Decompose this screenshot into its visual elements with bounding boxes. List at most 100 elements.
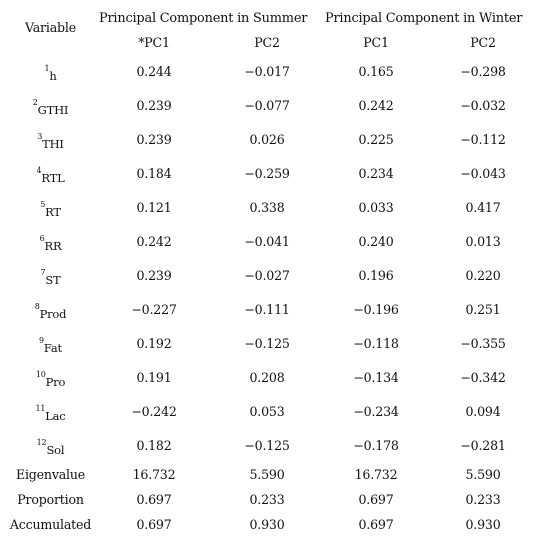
summer-pc2-cell: 0.053	[249, 403, 285, 419]
summer-pc2-cell: −0.111	[244, 301, 290, 317]
variable-footnote: 4	[36, 165, 42, 175]
variable-footnote: 9	[39, 335, 44, 345]
winter-pc2-cell: −0.298	[460, 63, 506, 79]
table-body: 1h 0.244 −0.017 0.165 −0.298 2GTHI 0.239 −0.077…	[4, 54, 537, 462]
variable-footnote: 3	[37, 131, 43, 141]
summer-pc1-cell: −0.242	[131, 403, 177, 419]
variable-name: h	[49, 68, 57, 83]
summer-pc1-cell: 16.732	[132, 467, 176, 482]
summer-pc2-cell: −0.027	[244, 267, 290, 283]
summary-row: Accumulated 0.697 0.930 0.697 0.930	[4, 512, 537, 537]
variable-cell: 9Fat	[4, 326, 97, 360]
winter-pc2-cell: −0.355	[460, 335, 506, 351]
table-row: 2GTHI 0.239 −0.077 0.242 −0.032	[4, 88, 537, 122]
variable-name: Prod	[39, 306, 67, 321]
table-row: 1h 0.244 −0.017 0.165 −0.298	[4, 54, 537, 88]
table-row: 10Pro 0.191 0.208 −0.134 −0.342	[4, 360, 537, 394]
summer-pc1-cell: 0.192	[136, 335, 172, 351]
winter-pc1-cell: −0.118	[353, 335, 399, 351]
variable-footnote: 12	[36, 437, 47, 447]
summer-pc1-header: *PC1	[138, 34, 170, 50]
summary-row: Proportion 0.697 0.233 0.697 0.233	[4, 487, 537, 512]
variable-cell: 11Lac	[4, 394, 97, 428]
winter-pc2-cell: 5.590	[465, 467, 501, 482]
summary-label: Proportion	[17, 492, 84, 507]
summer-pc2-cell: 0.338	[249, 199, 285, 215]
winter-pc1-cell: 0.033	[358, 199, 394, 215]
table-row: 5RT 0.121 0.338 0.033 0.417	[4, 190, 537, 224]
summary-label: Accumulated	[9, 517, 92, 532]
variable-cell: 5RT	[4, 190, 97, 224]
summer-pc2-cell: 0.930	[249, 517, 285, 532]
variable-footnote: 5	[40, 199, 46, 209]
summer-pc2-cell: −0.041	[244, 233, 290, 249]
winter-pc1-cell: 0.165	[358, 63, 394, 79]
winter-pc2-cell: 0.233	[465, 492, 501, 507]
winter-pc1-cell: 0.697	[358, 517, 394, 532]
winter-pc1-cell: 0.225	[358, 131, 394, 147]
table-container: Variable Principal Component in Summer P…	[10, 11, 523, 533]
winter-pc2-cell: −0.281	[460, 437, 506, 453]
table-row: 11Lac −0.242 0.053 −0.234 0.094	[4, 394, 537, 428]
winter-pc1-cell: 0.697	[358, 492, 394, 507]
winter-pc2-cell: −0.342	[460, 369, 506, 385]
variable-footnote: 2	[32, 97, 38, 107]
summer-pc2-cell: −0.017	[244, 63, 290, 79]
variable-cell: 1h	[4, 54, 97, 88]
table-row: 4RTL 0.184 −0.259 0.234 −0.043	[4, 156, 537, 190]
variable-name: Fat	[43, 340, 62, 355]
summer-pc1-cell: 0.191	[136, 369, 172, 385]
winter-pc2-cell: 0.930	[465, 517, 501, 532]
winter-pc2-header: PC2	[470, 34, 496, 50]
winter-pc1-cell: −0.134	[353, 369, 399, 385]
summer-group-header: Principal Component in Summer	[99, 10, 308, 26]
summer-pc2-cell: 0.233	[249, 492, 285, 507]
table-row: 7ST 0.239 −0.027 0.196 0.220	[4, 258, 537, 292]
summer-pc2-cell: 0.026	[249, 131, 285, 147]
table-row: 3THI 0.239 0.026 0.225 −0.112	[4, 122, 537, 156]
winter-pc1-cell: 0.242	[358, 97, 394, 113]
variable-name: Sol	[46, 442, 65, 457]
winter-group-header: Principal Component in Winter	[325, 10, 523, 26]
summer-pc1-cell: −0.227	[131, 301, 177, 317]
summer-pc2-cell: −0.259	[244, 165, 290, 181]
table-row: 6RR 0.242 −0.041 0.240 0.013	[4, 224, 537, 258]
summer-pc1-cell: 0.184	[136, 165, 172, 181]
variable-cell: 6RR	[4, 224, 97, 258]
variable-footnote: 7	[40, 267, 46, 277]
variable-name: RR	[44, 238, 62, 253]
variable-cell: 10Pro	[4, 360, 97, 394]
variable-cell: 2GTHI	[4, 88, 97, 122]
variable-name: RTL	[41, 170, 65, 185]
table-row: 9Fat 0.192 −0.125 −0.118 −0.355	[4, 326, 537, 360]
summer-pc1-cell: 0.239	[136, 131, 172, 147]
winter-pc1-cell: 0.234	[358, 165, 394, 181]
winter-pc2-cell: −0.112	[460, 131, 506, 147]
table-row: 8Prod −0.227 −0.111 −0.196 0.251	[4, 292, 537, 326]
winter-pc2-cell: −0.032	[460, 97, 506, 113]
table-row: 12Sol 0.182 −0.125 −0.178 −0.281	[4, 428, 537, 462]
winter-pc1-cell: −0.196	[353, 301, 399, 317]
winter-pc2-cell: 0.220	[465, 267, 501, 283]
variable-cell: 12Sol	[4, 428, 97, 462]
variable-name: RT	[45, 204, 61, 219]
winter-pc1-cell: −0.178	[353, 437, 399, 453]
summer-pc1-cell: 0.242	[136, 233, 172, 249]
summer-pc1-cell: 0.239	[136, 267, 172, 283]
pca-table: Variable Principal Component in Summer P…	[4, 6, 537, 537]
summer-pc1-cell: 0.239	[136, 97, 172, 113]
variable-cell: 4RTL	[4, 156, 97, 190]
winter-pc2-cell: 0.251	[465, 301, 501, 317]
variable-footnote: 10	[35, 369, 46, 379]
winter-pc1-cell: 16.732	[354, 467, 398, 482]
variable-name: GTHI	[37, 102, 69, 117]
winter-pc1-header: PC1	[363, 34, 389, 50]
variable-cell: 8Prod	[4, 292, 97, 326]
winter-pc2-cell: 0.417	[465, 199, 501, 215]
summer-pc1-cell: 0.697	[136, 492, 172, 507]
summary-row: Eigenvalue 16.732 5.590 16.732 5.590	[4, 462, 537, 487]
variable-footnote: 11	[35, 403, 46, 413]
variable-name: THI	[42, 136, 64, 151]
summer-pc2-cell: −0.125	[244, 437, 290, 453]
variable-footnote: 6	[39, 233, 45, 243]
